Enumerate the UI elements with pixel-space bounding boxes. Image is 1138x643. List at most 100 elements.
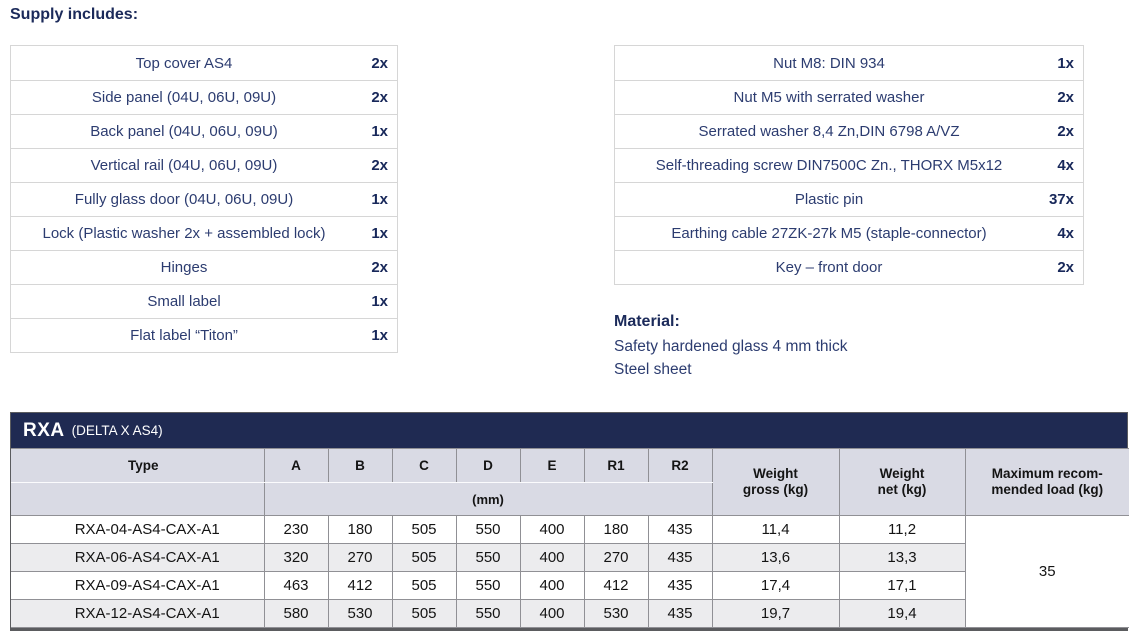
cell-weight-net: 11,2	[838, 515, 966, 544]
col-header-line: mended load (kg)	[991, 482, 1104, 497]
col-header-line: net (kg)	[877, 482, 927, 497]
supply-row: Key – front door 2x	[615, 250, 1083, 284]
supply-qty: 2x	[371, 259, 388, 276]
supply-row: Serrated washer 8,4 Zn,DIN 6798 A/VZ 2x	[615, 114, 1083, 148]
cell-dim-d: 550	[455, 515, 521, 544]
cell-dim-r1: 412	[583, 571, 649, 600]
cell-weight-net: 19,4	[838, 599, 965, 628]
supply-row: Hinges 2x	[11, 250, 397, 284]
cell-dim-c: 505	[391, 515, 457, 544]
cell-dim-b: 530	[327, 599, 393, 628]
cell-dim-r1: 180	[583, 515, 649, 544]
supply-item-label: Side panel (04U, 06U, 09U)	[91, 89, 277, 106]
supply-row: Self-threading screw DIN7500C Zn., THORX…	[615, 148, 1083, 182]
supply-qty: 37x	[1048, 191, 1074, 208]
cell-dim-b: 270	[327, 543, 393, 572]
cell-type: RXA-12-AS4-CAX-A1	[11, 599, 265, 628]
cell-dim-r2: 435	[647, 515, 713, 544]
col-header-r1: R1	[583, 448, 649, 483]
supply-table-left: Top cover AS4 2x Side panel (04U, 06U, 0…	[10, 45, 398, 353]
supply-row: Back panel (04U, 06U, 09U) 1x	[11, 114, 397, 148]
supply-row: Nut M5 with serrated washer 2x	[615, 80, 1083, 114]
col-header-line: Weight	[753, 466, 798, 481]
cell-dim-c: 505	[391, 599, 457, 628]
spec-table-section: RXA (DELTA X AS4) Type A B C D E R1 R2	[10, 412, 1129, 631]
cell-dim-r1: 530	[583, 599, 649, 628]
cell-dim-r2: 435	[647, 571, 713, 600]
spec-series-title: RXA	[23, 419, 65, 441]
col-header-c: C	[391, 448, 457, 483]
spec-data-row: RXA-12-AS4-CAX-A1 580 530 505 550 400 53…	[11, 599, 1129, 628]
cell-dim-r2: 435	[647, 543, 713, 572]
supply-item-label: Small label	[147, 293, 221, 310]
supply-qty: 2x	[371, 54, 388, 72]
supply-qty: 1x	[371, 225, 388, 242]
cell-weight-gross: 11,4	[711, 515, 840, 544]
supply-item-label: Vertical rail (04U, 06U, 09U)	[90, 157, 278, 174]
supply-qty: 4x	[1057, 157, 1074, 174]
cell-type: RXA-04-AS4-CAX-A1	[11, 515, 265, 544]
spec-data-row: RXA-04-AS4-CAX-A1 230 180 505 550 400 18…	[11, 515, 1129, 628]
spec-header-row: Type A B C D E R1 R2 Weight gross (kg) W…	[11, 448, 1129, 516]
supply-row: Small label 1x	[11, 284, 397, 318]
cell-weight-gross: 13,6	[711, 543, 840, 572]
cell-dim-d: 550	[455, 571, 521, 600]
supply-row: Lock (Plastic washer 2x + assembled lock…	[11, 216, 397, 250]
supply-row: Plastic pin 37x	[615, 182, 1083, 216]
spec-series-subtitle: (DELTA X AS4)	[71, 423, 163, 438]
cell-weight-net: 17,1	[838, 571, 965, 600]
cell-dim-b: 180	[327, 515, 393, 544]
cell-dim-b: 412	[327, 571, 393, 600]
cell-dim-d: 550	[455, 543, 521, 572]
col-header-line: Weight	[879, 466, 925, 481]
spec-data-row: RXA-09-AS4-CAX-A1 463 412 505 550 400 41…	[11, 571, 1129, 600]
supply-qty: 1x	[371, 123, 388, 140]
col-header-b: B	[327, 448, 393, 483]
col-header-line: Maximum recom-	[991, 466, 1103, 481]
supply-item-label: Back panel (04U, 06U, 09U)	[90, 123, 278, 140]
material-heading: Material:	[614, 313, 680, 330]
cell-weight-gross: 17,4	[711, 571, 840, 600]
supply-qty: 1x	[371, 293, 388, 310]
supply-qty: 2x	[371, 157, 388, 174]
cell-dim-d: 550	[455, 599, 521, 628]
supply-item-label: Plastic pin	[794, 191, 864, 208]
spec-data-row: RXA-06-AS4-CAX-A1 320 270 505 550 400 27…	[11, 543, 1129, 572]
supply-item-label: Hinges	[160, 259, 208, 276]
cell-dim-e: 400	[519, 599, 585, 628]
supply-qty: 4x	[1057, 225, 1074, 242]
col-header-type: Type	[11, 448, 265, 483]
cell-weight-net: 13,3	[838, 543, 965, 572]
cell-type: RXA-06-AS4-CAX-A1	[11, 543, 265, 572]
supply-row: Earthing cable 27ZK-27k M5 (staple-conne…	[615, 216, 1083, 250]
cell-weight-gross: 19,7	[711, 599, 840, 628]
col-header-weight-gross: Weight gross (kg)	[711, 448, 840, 516]
supply-item-label: Nut M8: DIN 934	[773, 54, 885, 72]
supply-item-label: Self-threading screw DIN7500C Zn., THORX…	[655, 157, 1003, 174]
col-header-line: gross (kg)	[742, 482, 809, 497]
cell-dim-r1: 270	[583, 543, 649, 572]
cell-dim-a: 320	[263, 543, 329, 572]
supply-qty: 1x	[371, 327, 388, 344]
supply-item-label: Lock (Plastic washer 2x + assembled lock…	[42, 225, 326, 242]
supply-item-label: Flat label “Titon”	[130, 327, 238, 344]
cell-dim-a: 230	[263, 515, 329, 544]
supply-item-label: Fully glass door (04U, 06U, 09U)	[74, 191, 294, 208]
col-header-a: A	[263, 448, 329, 483]
supply-row: Flat label “Titon” 1x	[11, 318, 397, 352]
supply-qty: 1x	[1057, 54, 1074, 72]
cell-type: RXA-09-AS4-CAX-A1	[11, 571, 265, 600]
supply-qty: 1x	[371, 191, 388, 208]
supply-qty: 2x	[1057, 89, 1074, 106]
supply-row: Top cover AS4 2x	[11, 46, 397, 80]
supply-qty: 2x	[1057, 123, 1074, 140]
spec-title-bar: RXA (DELTA X AS4)	[11, 413, 1127, 448]
supply-includes-heading: Supply includes:	[10, 6, 139, 23]
cell-dim-c: 505	[391, 571, 457, 600]
cell-dim-e: 400	[519, 515, 585, 544]
cell-dim-e: 400	[519, 571, 585, 600]
cell-max-load: 35	[964, 515, 1129, 628]
supply-item-label: Serrated washer 8,4 Zn,DIN 6798 A/VZ	[698, 123, 960, 140]
supply-row: Fully glass door (04U, 06U, 09U) 1x	[11, 182, 397, 216]
supply-qty: 2x	[371, 89, 388, 106]
